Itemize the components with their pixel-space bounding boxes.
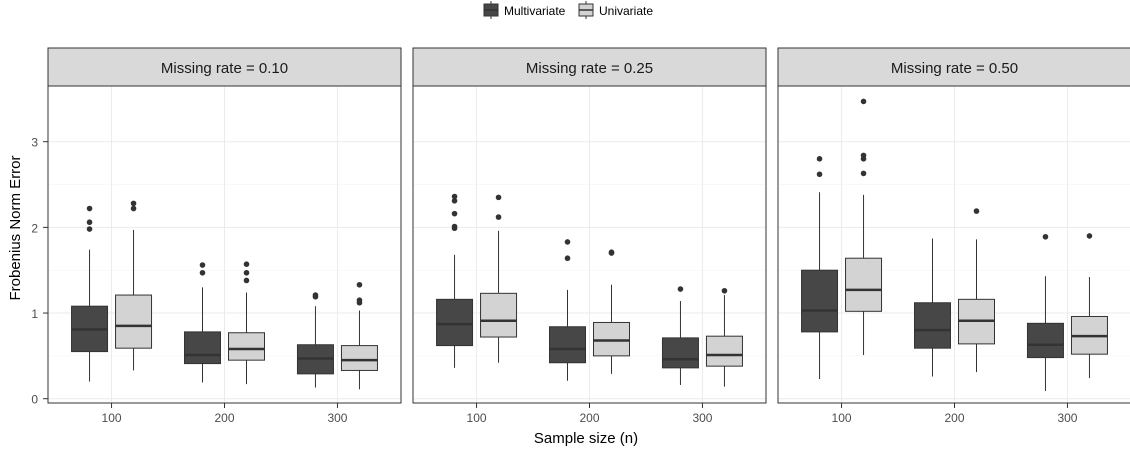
outlier-point <box>200 270 206 276</box>
x-tick-label: 300 <box>1057 411 1077 425</box>
outlier-point <box>244 278 250 284</box>
outlier-point <box>974 208 980 214</box>
outlier-point <box>496 195 502 201</box>
outlier-point <box>87 219 93 225</box>
box-iqr <box>116 295 152 348</box>
outlier-point <box>861 171 867 177</box>
x-tick-label: 100 <box>467 411 487 425</box>
box-iqr <box>1027 323 1063 357</box>
box-iqr <box>341 346 377 371</box>
box-iqr <box>481 293 517 337</box>
outlier-point <box>452 194 458 200</box>
x-tick-label: 200 <box>944 411 964 425</box>
outlier-point <box>722 288 728 294</box>
y-axis-title: Frobenius Norm Error <box>7 155 24 300</box>
box-iqr <box>662 338 698 368</box>
box-iqr <box>550 327 586 363</box>
box-iqr <box>594 322 630 355</box>
y-axis: 0 1 2 3 <box>31 136 48 407</box>
outlier-point <box>678 286 684 292</box>
box-iqr <box>437 299 473 345</box>
outlier-point <box>200 262 206 268</box>
box-iqr <box>185 332 221 364</box>
x-tick-label: 100 <box>102 411 122 425</box>
outlier-point <box>452 224 458 230</box>
legend-label: Univariate <box>599 4 653 18</box>
box-iqr <box>846 258 882 311</box>
x-tick-label: 200 <box>579 411 599 425</box>
outlier-point <box>1087 233 1093 239</box>
outlier-point <box>565 239 571 245</box>
outlier-point <box>244 261 250 267</box>
outlier-point <box>357 282 363 288</box>
outlier-point <box>1043 234 1049 240</box>
outlier-point <box>817 171 823 177</box>
outlier-point <box>131 201 137 207</box>
x-tick-label: 300 <box>327 411 347 425</box>
outlier-point <box>131 206 137 212</box>
outlier-point <box>87 226 93 232</box>
x-tick-label: 300 <box>692 411 712 425</box>
x-tick-label: 200 <box>214 411 234 425</box>
box-iqr <box>915 303 951 348</box>
outlier-point <box>861 153 867 159</box>
y-tick-label: 0 <box>31 393 38 407</box>
facet-panel: Missing rate = 0.50 100 200 300 <box>778 48 1130 425</box>
outlier-point <box>861 99 867 105</box>
y-tick-label: 3 <box>31 136 38 150</box>
y-tick-label: 2 <box>31 221 38 235</box>
facet-panel: Missing rate = 0.10 100 200 300 <box>48 48 401 425</box>
outlier-point <box>313 292 319 298</box>
outlier-point <box>452 211 458 217</box>
facet-title: Missing rate = 0.10 <box>161 60 288 77</box>
y-tick-label: 1 <box>31 307 38 321</box>
outlier-point <box>357 297 363 303</box>
facet-panel: Missing rate = 0.25 100 200 300 <box>413 48 766 425</box>
legend-label: Multivariate <box>504 4 566 18</box>
box-iqr <box>229 333 265 360</box>
facet-title: Missing rate = 0.50 <box>891 60 1018 77</box>
facet-title: Missing rate = 0.25 <box>526 60 653 77</box>
outlier-point <box>496 214 502 220</box>
outlier-point <box>87 206 93 212</box>
outlier-point <box>817 156 823 162</box>
box-iqr <box>706 336 742 366</box>
legend: Multivariate Univariate <box>484 1 653 19</box>
outlier-point <box>565 255 571 261</box>
box-iqr <box>802 270 838 332</box>
outlier-point <box>609 249 615 255</box>
x-axis-title: Sample size (n) <box>534 430 638 447</box>
x-tick-label: 100 <box>832 411 852 425</box>
outlier-point <box>244 270 250 276</box>
